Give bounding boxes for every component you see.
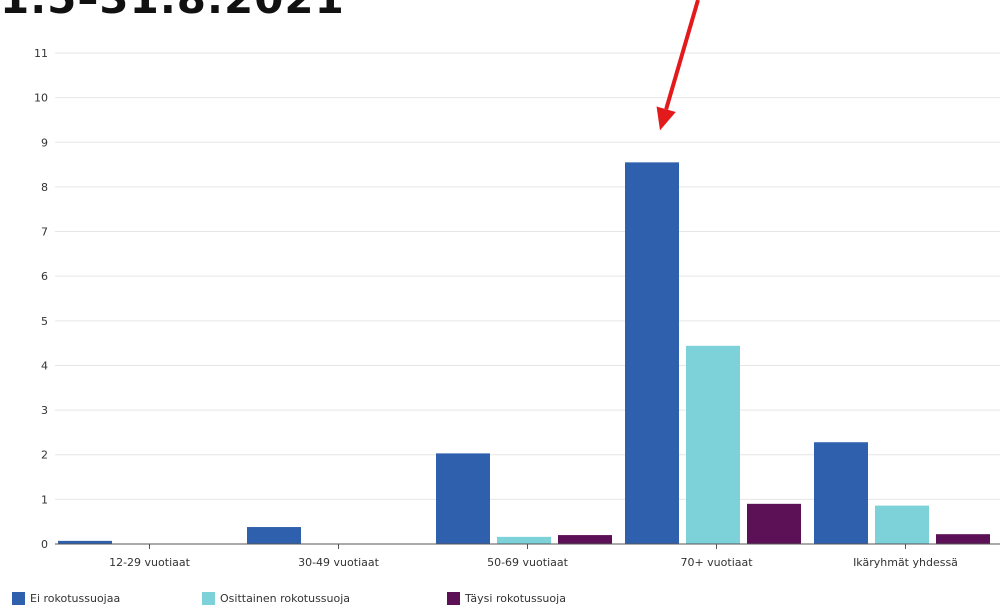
- bar: [625, 162, 679, 545]
- bar: [814, 442, 868, 544]
- bar: [558, 535, 612, 544]
- y-tick-label: 11: [34, 47, 48, 60]
- legend-label: Ei rokotussuojaa: [30, 592, 121, 605]
- legend-item-osittainen-rokotussuoja[interactable]: Osittainen rokotussuoja: [202, 592, 350, 605]
- y-tick-label: 3: [41, 404, 48, 417]
- bar: [436, 453, 490, 544]
- x-tick-label: Ikäryhmät yhdessä: [853, 556, 958, 569]
- x-tick-label: 30-49 vuotiaat: [298, 556, 380, 569]
- annotation-arrow: [656, 0, 700, 131]
- y-tick-label: 5: [41, 315, 48, 328]
- legend-swatch: [447, 592, 460, 605]
- legend-swatch: [202, 592, 215, 605]
- bar: [875, 505, 929, 544]
- chart-title: 1.5–31.8.2021: [0, 0, 345, 23]
- x-tick-label: 12-29 vuotiaat: [109, 556, 191, 569]
- bar: [936, 534, 990, 544]
- bars: [58, 162, 990, 545]
- legend: Ei rokotussuojaa Osittainen rokotussuoja…: [0, 592, 1002, 610]
- legend-item-taysi-rokotussuoja[interactable]: Täysi rokotussuoja: [447, 592, 566, 605]
- bar-chart: 0 1 2 3 4 5 6 7 8 9 10 11 12-29 vuotiaat 30-49 vuoti…: [34, 0, 1000, 569]
- arrow-shaft: [664, 0, 700, 110]
- bar: [247, 527, 301, 544]
- arrow-head: [656, 106, 676, 131]
- legend-item-ei-rokotussuojaa[interactable]: Ei rokotussuojaa: [12, 592, 120, 605]
- y-tick-label: 9: [41, 136, 48, 149]
- legend-label: Täysi rokotussuoja: [465, 592, 566, 605]
- y-tick-label: 2: [41, 449, 48, 462]
- x-axis: 12-29 vuotiaat 30-49 vuotiaat 50-69 vuotia…: [55, 543, 1000, 569]
- bar: [686, 345, 740, 544]
- grid-lines: [55, 52, 1000, 500]
- bar: [497, 536, 551, 544]
- legend-swatch: [12, 592, 25, 605]
- bar: [58, 540, 112, 544]
- y-tick-label: 8: [41, 181, 48, 194]
- y-axis: 0 1 2 3 4 5 6 7 8 9 10 11: [34, 47, 48, 551]
- y-tick-label: 10: [34, 92, 48, 105]
- y-tick-label: 4: [41, 359, 48, 372]
- legend-label: Osittainen rokotussuoja: [220, 592, 351, 605]
- bar: [747, 503, 801, 544]
- y-tick-label: 7: [41, 226, 48, 239]
- x-tick-label: 70+ vuotiaat: [680, 556, 753, 569]
- x-tick-label: 50-69 vuotiaat: [487, 556, 569, 569]
- y-tick-label: 0: [41, 538, 48, 551]
- y-tick-label: 6: [41, 270, 48, 283]
- y-tick-label: 1: [41, 493, 48, 506]
